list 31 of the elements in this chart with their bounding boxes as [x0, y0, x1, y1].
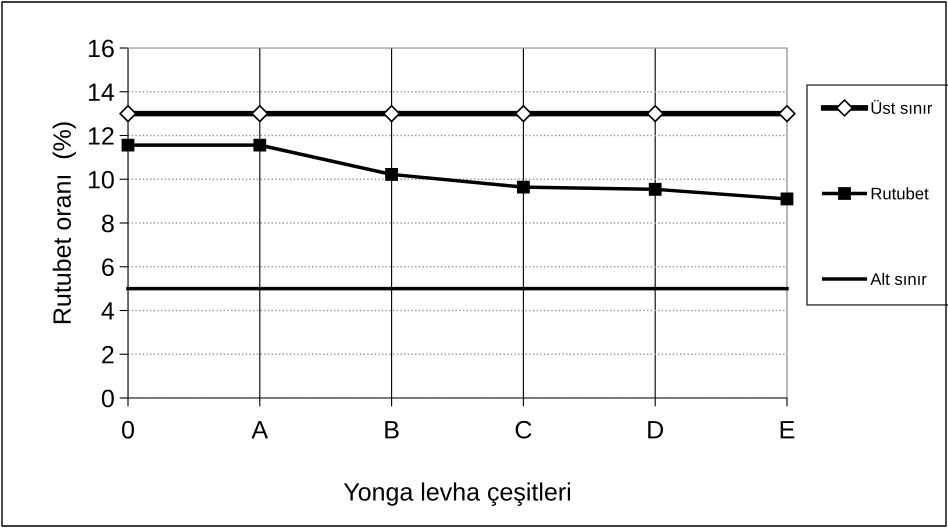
x-tick-label: B — [385, 421, 399, 438]
point — [385, 168, 398, 181]
y-tick-label: 10 — [88, 170, 114, 189]
x-tick-label: D — [648, 421, 664, 438]
y-tick-label: 2 — [102, 346, 114, 364]
y-tick-label: 12 — [88, 127, 114, 145]
point — [253, 138, 266, 152]
y-tick-label: 0 — [102, 390, 114, 408]
point — [251, 104, 268, 122]
point — [514, 104, 532, 122]
y-tick-label: 8 — [102, 214, 114, 232]
y-tick-label: 4 — [101, 302, 114, 320]
y-tick-label: 6 — [102, 258, 114, 276]
y-axis-title: Rutubet oranı (%) — [52, 122, 76, 324]
y-tick-label: 16 — [88, 40, 114, 58]
point — [778, 104, 796, 122]
point — [780, 192, 794, 206]
point — [648, 182, 662, 196]
legend-label: Alt sınır — [870, 272, 927, 286]
x-tick-label: 0 — [122, 420, 134, 439]
legend-label: Üst sınır — [872, 100, 932, 114]
point — [517, 180, 530, 194]
point — [119, 104, 137, 122]
point — [646, 104, 664, 122]
point — [122, 138, 134, 152]
legend-label: Rutubet — [872, 187, 929, 200]
x-axis-title: Yonga levha çeşitleri — [344, 482, 570, 506]
x-tick-label: A — [252, 421, 268, 438]
x-tick-label: E — [780, 421, 794, 438]
x-tick-label: C — [516, 420, 532, 439]
y-tick-label: 14 — [88, 84, 114, 101]
